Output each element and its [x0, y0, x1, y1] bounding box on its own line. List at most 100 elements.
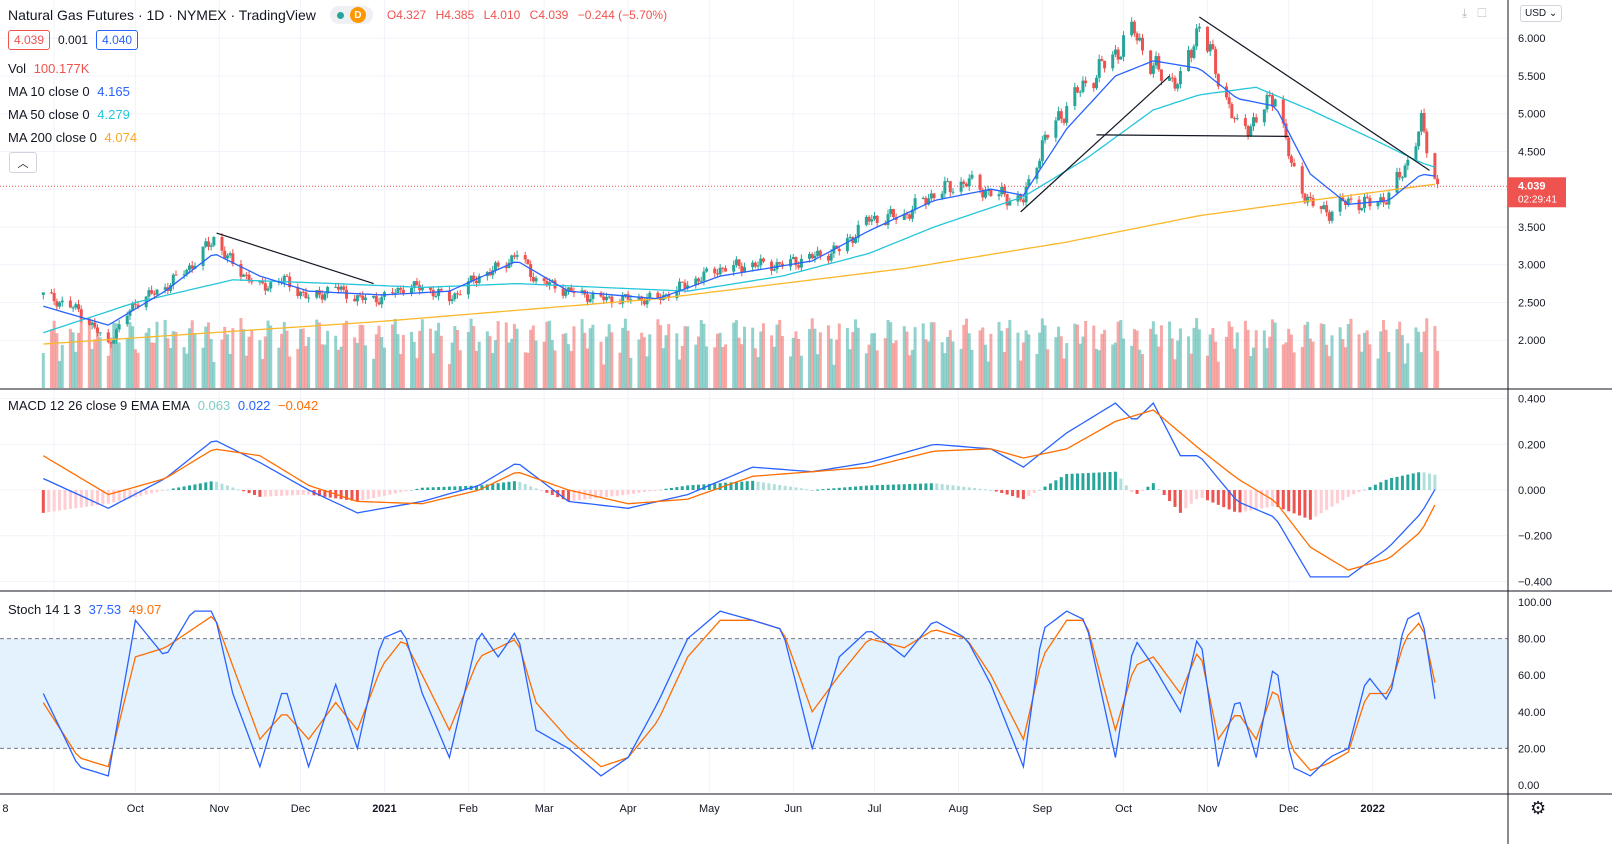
- candle-body: [339, 286, 343, 290]
- candle-body: [391, 292, 395, 294]
- symbol-title[interactable]: Natural Gas Futures · 1D · NYMEX · Tradi…: [8, 7, 316, 23]
- volume-bar: [856, 327, 860, 388]
- volume-bar: [1122, 338, 1126, 388]
- currency-selector[interactable]: USD ⌄: [1520, 5, 1563, 22]
- candle-body: [534, 278, 538, 282]
- macd-histogram-bar: [123, 490, 127, 500]
- volume-bar: [599, 341, 603, 388]
- buy-price-button[interactable]: 4.040: [96, 30, 139, 50]
- market-status-pill[interactable]: D: [329, 6, 373, 24]
- volume-bar: [829, 338, 833, 388]
- volume-bar: [826, 325, 830, 388]
- volume-bar: [1019, 360, 1023, 388]
- candle-body: [510, 255, 514, 263]
- macd-histogram-bar: [220, 483, 224, 490]
- volume-bar: [185, 353, 189, 388]
- volume-bar: [472, 326, 476, 388]
- macd-legend[interactable]: MACD 12 26 close 9 EMA EMA 0.063 0.022 −…: [8, 398, 322, 413]
- macd-histogram-bar: [63, 490, 67, 510]
- candle-body: [872, 215, 876, 220]
- macd-histogram-bar: [919, 483, 923, 490]
- volume-bar: [280, 333, 284, 388]
- macd-histogram-bar: [837, 487, 841, 490]
- maximize-icon[interactable]: ☐: [1477, 6, 1487, 20]
- candle-body: [924, 197, 928, 205]
- macd-histogram-bar: [247, 490, 251, 494]
- candle-body: [1300, 166, 1304, 194]
- macd-histogram-bar: [1390, 478, 1394, 490]
- macd-histogram-bar: [637, 490, 641, 493]
- gear-icon[interactable]: ⚙: [1530, 798, 1547, 818]
- macd-histogram-bar: [485, 484, 489, 490]
- ma10-legend[interactable]: MA 10 close 0 4.165: [8, 84, 134, 99]
- volume-bar: [1363, 332, 1367, 388]
- volume-bar: [1344, 347, 1348, 388]
- volume-bar: [1035, 354, 1039, 388]
- macd-histogram-bar: [1346, 490, 1350, 497]
- volume-bar: [718, 332, 722, 388]
- macd-histogram-bar: [1005, 490, 1009, 495]
- vol-legend[interactable]: Vol 100.177K: [8, 61, 93, 76]
- candle-body: [469, 275, 473, 282]
- candle-body: [1254, 117, 1258, 123]
- macd-histogram-bar: [236, 489, 240, 491]
- stoch-legend[interactable]: Stoch 14 1 3 37.53 49.07: [8, 602, 165, 617]
- volume-bar: [1197, 329, 1201, 388]
- macd-histogram-bar: [924, 483, 928, 490]
- volume-bar: [740, 344, 744, 388]
- volume-bar: [174, 331, 178, 388]
- candle-body: [1005, 194, 1009, 206]
- volume-bar: [1132, 329, 1136, 388]
- macd-histogram-bar: [594, 490, 598, 499]
- macd-histogram-bar: [567, 490, 571, 502]
- ma200-legend[interactable]: MA 200 close 0 4.074: [8, 130, 141, 145]
- sell-price-button[interactable]: 4.039: [8, 30, 51, 50]
- candle-body: [1235, 118, 1239, 120]
- volume-bar: [447, 363, 451, 388]
- volume-bar: [1157, 346, 1161, 388]
- stoch-label: Stoch 14 1 3: [8, 602, 81, 617]
- volume-bar: [696, 336, 700, 388]
- candle-body: [285, 275, 289, 277]
- volume-bar: [420, 319, 424, 388]
- volume-bar: [342, 324, 346, 388]
- macd-histogram-bar: [864, 485, 868, 490]
- macd-histogram-bar: [193, 484, 197, 490]
- volume-bar: [282, 321, 286, 388]
- candle-body: [1130, 21, 1134, 36]
- volume-bar: [493, 340, 497, 388]
- volume-bar: [1235, 332, 1239, 388]
- macd-histogram-bar: [464, 485, 468, 490]
- candle-body: [377, 302, 381, 305]
- candle-body: [209, 245, 213, 247]
- volume-bar: [1419, 352, 1423, 388]
- candle-body: [1065, 106, 1069, 123]
- volume-bar: [789, 356, 793, 388]
- macd-histogram-bar: [1189, 490, 1193, 504]
- candle-body: [504, 266, 508, 269]
- candle-body: [967, 178, 971, 187]
- time-axis-label: 2022: [1360, 803, 1384, 815]
- volume-bar: [166, 338, 170, 388]
- time-axis-label: Nov: [210, 803, 230, 815]
- close-value: C4.039: [529, 8, 569, 22]
- candle-body: [705, 268, 709, 272]
- candle-body: [591, 292, 595, 299]
- ma50-legend[interactable]: MA 50 close 0 4.279: [8, 107, 134, 122]
- volume-bar: [864, 353, 868, 388]
- candle-body: [870, 219, 874, 222]
- macd-histogram-bar: [274, 490, 278, 497]
- collapse-legend-button[interactable]: ︿: [9, 152, 37, 173]
- macd-histogram-bar: [1368, 487, 1372, 490]
- volume-bar: [345, 320, 349, 388]
- macd-histogram-bar: [940, 484, 944, 490]
- volume-bar: [131, 326, 135, 388]
- candle-body: [737, 259, 741, 266]
- change-value: −0.244 (−5.70%): [577, 8, 668, 22]
- candle-body: [401, 289, 405, 294]
- arrow-down-icon[interactable]: ⤓: [1462, 6, 1468, 20]
- time-axis-label: Mar: [535, 803, 554, 815]
- volume-bar: [854, 319, 858, 388]
- candle-body: [1311, 198, 1315, 206]
